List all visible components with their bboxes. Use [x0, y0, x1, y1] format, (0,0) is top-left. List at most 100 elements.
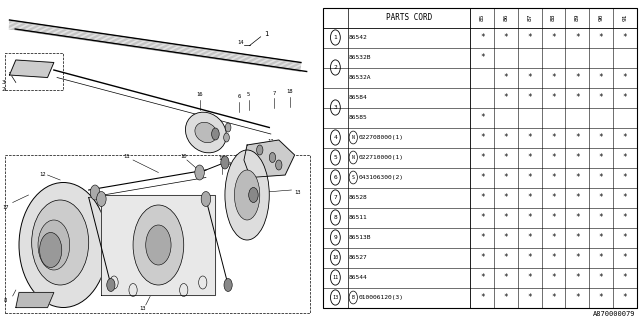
Text: 86527: 86527	[349, 255, 368, 260]
Text: *: *	[551, 93, 556, 102]
Text: *: *	[623, 93, 627, 102]
Text: 18: 18	[287, 89, 293, 94]
Text: 8: 8	[4, 298, 7, 302]
Circle shape	[269, 153, 276, 163]
Circle shape	[225, 123, 231, 132]
Text: *: *	[504, 233, 508, 242]
Text: 12: 12	[268, 139, 274, 144]
Circle shape	[223, 133, 229, 142]
Text: *: *	[551, 213, 556, 222]
Text: 16: 16	[196, 92, 203, 98]
Text: 10: 10	[180, 154, 187, 159]
Text: 86532A: 86532A	[349, 75, 372, 80]
Circle shape	[133, 205, 184, 285]
Text: 3: 3	[1, 80, 5, 85]
Circle shape	[195, 165, 204, 180]
Text: *: *	[575, 173, 580, 182]
Text: 1: 1	[264, 31, 269, 37]
Text: *: *	[504, 173, 508, 182]
Polygon shape	[244, 140, 294, 178]
Text: *: *	[504, 213, 508, 222]
Text: *: *	[480, 213, 484, 222]
Ellipse shape	[38, 220, 70, 270]
Text: *: *	[504, 33, 508, 42]
Text: *: *	[480, 133, 484, 142]
Text: *: *	[480, 153, 484, 162]
Text: *: *	[551, 193, 556, 202]
Text: *: *	[575, 213, 580, 222]
Text: *: *	[480, 113, 484, 122]
Text: N: N	[352, 155, 355, 160]
Text: *: *	[527, 153, 532, 162]
Text: *: *	[575, 153, 580, 162]
Text: *: *	[527, 33, 532, 42]
Text: *: *	[551, 253, 556, 262]
Text: 9: 9	[236, 154, 239, 159]
Text: 8: 8	[333, 215, 337, 220]
Text: *: *	[504, 133, 508, 142]
Text: *: *	[575, 293, 580, 302]
Text: 86511: 86511	[349, 215, 368, 220]
Text: *: *	[527, 133, 532, 142]
Circle shape	[224, 278, 232, 292]
Text: *: *	[623, 153, 627, 162]
Text: 5: 5	[247, 92, 250, 98]
Text: 91: 91	[622, 14, 627, 21]
Text: 85: 85	[480, 14, 484, 21]
Text: 5: 5	[333, 155, 337, 160]
Text: 7: 7	[333, 195, 337, 200]
Text: *: *	[551, 173, 556, 182]
Text: 17: 17	[3, 205, 9, 210]
Text: *: *	[527, 73, 532, 82]
Text: *: *	[623, 233, 627, 242]
Text: *: *	[480, 253, 484, 262]
Text: 9: 9	[333, 235, 337, 240]
Text: *: *	[504, 193, 508, 202]
Text: *: *	[551, 133, 556, 142]
Text: *: *	[504, 253, 508, 262]
Text: 86528: 86528	[349, 195, 368, 200]
Text: *: *	[623, 173, 627, 182]
Text: 86532B: 86532B	[349, 55, 372, 60]
Ellipse shape	[31, 200, 89, 285]
Text: 86: 86	[504, 14, 509, 21]
Text: 86544: 86544	[349, 275, 368, 280]
Polygon shape	[101, 195, 216, 295]
Text: *: *	[551, 33, 556, 42]
Text: 88: 88	[551, 14, 556, 21]
Ellipse shape	[195, 122, 217, 143]
Text: 86585: 86585	[349, 115, 368, 120]
Text: *: *	[599, 33, 604, 42]
Text: *: *	[599, 173, 604, 182]
Ellipse shape	[234, 170, 260, 220]
Text: *: *	[551, 233, 556, 242]
Text: *: *	[599, 73, 604, 82]
Text: *: *	[599, 233, 604, 242]
Text: *: *	[504, 93, 508, 102]
Text: *: *	[551, 293, 556, 302]
Text: *: *	[575, 133, 580, 142]
Text: *: *	[527, 253, 532, 262]
Text: 6: 6	[237, 94, 241, 99]
Text: *: *	[480, 33, 484, 42]
Text: *: *	[527, 93, 532, 102]
Text: *: *	[504, 273, 508, 282]
Text: *: *	[527, 173, 532, 182]
Circle shape	[276, 160, 282, 170]
Text: 86542: 86542	[349, 35, 368, 40]
Text: *: *	[623, 253, 627, 262]
Text: *: *	[599, 93, 604, 102]
Text: *: *	[623, 33, 627, 42]
Text: 2: 2	[333, 65, 337, 70]
Text: *: *	[575, 73, 580, 82]
Text: *: *	[575, 253, 580, 262]
Text: 87: 87	[527, 14, 532, 21]
Text: 86513B: 86513B	[349, 235, 372, 240]
Text: PARTS CORD: PARTS CORD	[386, 13, 432, 22]
Text: *: *	[599, 213, 604, 222]
Ellipse shape	[225, 150, 269, 240]
Circle shape	[146, 225, 171, 265]
Text: 13: 13	[140, 306, 146, 311]
Circle shape	[212, 128, 220, 140]
Text: *: *	[527, 273, 532, 282]
